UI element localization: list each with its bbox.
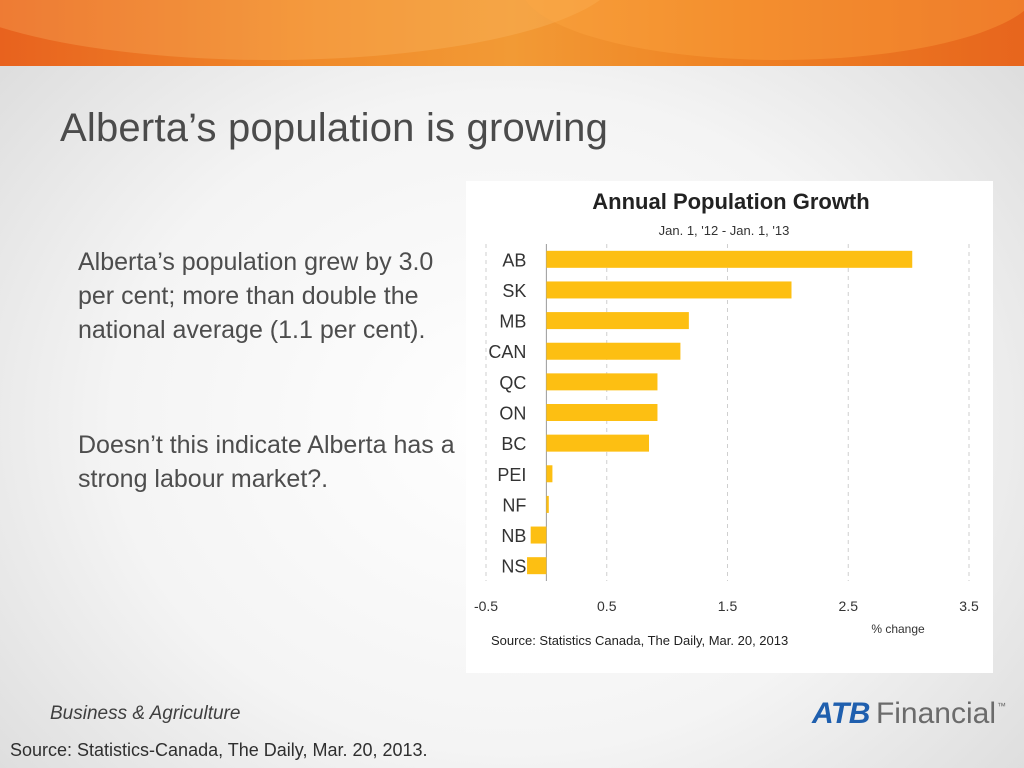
category-label-mb: MB [499, 312, 526, 332]
bar-can [546, 342, 681, 360]
logo-name: Financial [875, 697, 996, 730]
category-label-nb: NB [501, 526, 526, 546]
logo-brand: ATB [812, 697, 870, 730]
chart-x-axis-label: % change [871, 622, 925, 636]
atb-financial-logo: ATB Financial ™ [812, 697, 1006, 731]
footer-department: Business & Agriculture [50, 703, 241, 724]
category-label-qc: QC [499, 373, 526, 393]
category-label-bc: BC [501, 434, 526, 454]
bar-sk [546, 281, 792, 299]
paragraph-population-growth: Alberta’s population grew by 3.0 per cen… [78, 248, 434, 344]
chart-subtitle: Jan. 1, '12 - Jan. 1, '13 [659, 223, 790, 238]
x-tick-label: 0.5 [597, 598, 617, 614]
category-label-pei: PEI [497, 465, 526, 485]
category-label-nf: NF [502, 495, 526, 515]
slide-title: Alberta’s population is growing [60, 106, 609, 150]
x-tick-label: 2.5 [839, 598, 859, 614]
bar-nb [530, 526, 547, 544]
chart-title: Annual Population Growth [592, 189, 869, 214]
bar-bc [546, 434, 650, 452]
chart-source-note: Source: Statistics Canada, The Daily, Ma… [491, 633, 788, 648]
chart-category-labels: AB SK MB CAN QC ON BC PEI NF NB NS [488, 250, 526, 576]
category-label-ab: AB [502, 250, 526, 270]
bar-pei [546, 465, 553, 483]
bar-qc [546, 373, 658, 391]
chart-svg: Annual Population Growth Jan. 1, '12 - J… [474, 189, 979, 648]
population-growth-chart: Annual Population Growth Jan. 1, '12 - J… [466, 181, 993, 673]
category-label-on: ON [499, 404, 526, 424]
x-tick-label: 3.5 [959, 598, 979, 614]
category-label-ns: NS [501, 557, 526, 577]
bar-on [546, 404, 658, 421]
x-tick-label: 1.5 [718, 598, 738, 614]
bar-nf [546, 495, 549, 513]
paragraph-labour-question: Doesn’t this indicate Alberta has a stro… [78, 431, 455, 493]
category-label-can: CAN [488, 342, 526, 362]
x-tick-label: -0.5 [474, 598, 498, 614]
category-label-sk: SK [502, 281, 526, 301]
banner-wave-decoration [520, 0, 1024, 60]
chart-bars [527, 250, 913, 575]
bar-mb [546, 312, 689, 330]
chart-x-tick-labels: -0.5 0.5 1.5 2.5 3.5 [474, 598, 979, 614]
banner-wave-decoration [0, 0, 620, 60]
bar-ns [527, 557, 547, 575]
bar-ab [546, 250, 913, 268]
logo-trademark: ™ [997, 701, 1006, 711]
header-banner [0, 0, 1024, 66]
footer-source: Source: Statistics-Canada, The Daily, Ma… [10, 740, 428, 760]
